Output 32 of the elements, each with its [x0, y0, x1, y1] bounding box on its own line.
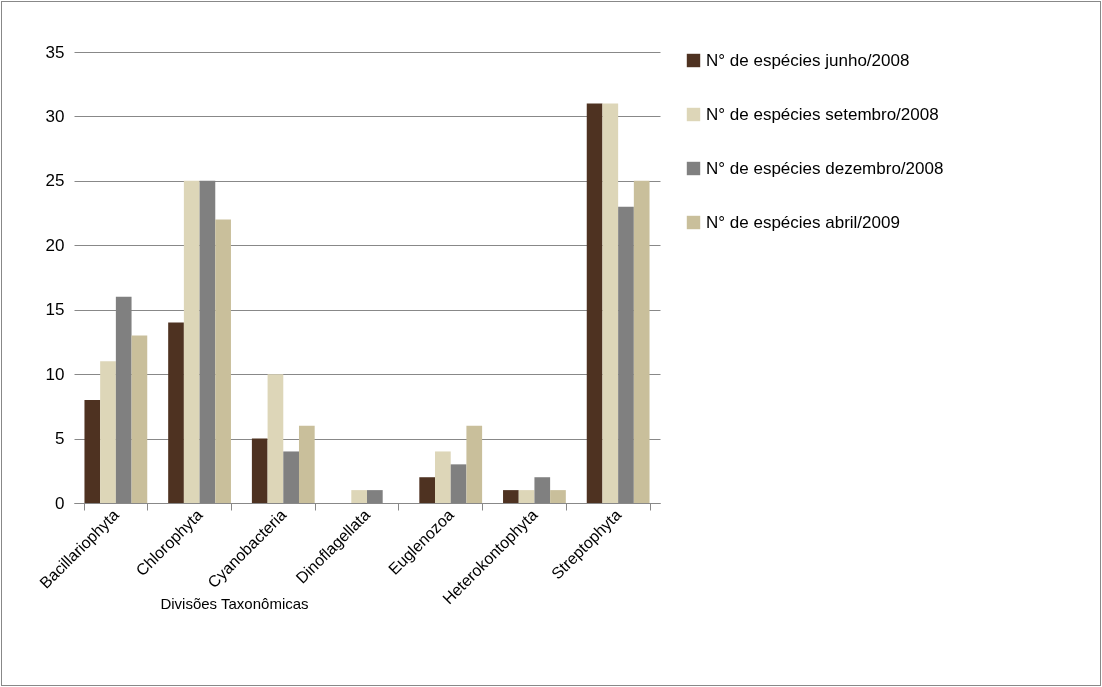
- y-tick-label: 10: [45, 364, 65, 384]
- y-tick-label: 0: [55, 493, 65, 513]
- y-tick-label: 25: [45, 171, 65, 191]
- bar: [351, 490, 367, 503]
- legend-label: N° de espécies setembro/2008: [706, 104, 939, 124]
- bar: [267, 374, 284, 503]
- bar: [503, 490, 519, 503]
- x-axis-title: Divisões Taxonômicas: [160, 595, 309, 613]
- bar: [298, 425, 315, 503]
- bar: [435, 451, 451, 503]
- bar: [84, 399, 101, 503]
- y-tick-label: 20: [45, 235, 65, 255]
- bar: [602, 103, 619, 503]
- y-tick-label: 30: [45, 106, 65, 126]
- y-tick-label: 35: [45, 42, 65, 62]
- bar: [550, 490, 566, 503]
- bar: [100, 361, 116, 503]
- bar: [215, 219, 231, 503]
- bar: [168, 322, 184, 503]
- legend-label: N° de espécies abril/2009: [706, 212, 900, 232]
- bar: [419, 477, 436, 503]
- y-tick-label: 15: [45, 300, 65, 320]
- bar: [586, 103, 603, 503]
- legend-label: N° de espécies dezembro/2008: [706, 158, 944, 178]
- bar: [251, 438, 268, 503]
- y-tick-label: 5: [55, 429, 65, 449]
- bar: [633, 180, 650, 503]
- bar: [466, 425, 483, 503]
- bar: [183, 180, 200, 503]
- bar: [131, 335, 148, 503]
- legend-label: N° de espécies junho/2008: [706, 50, 910, 70]
- bar: [518, 490, 535, 503]
